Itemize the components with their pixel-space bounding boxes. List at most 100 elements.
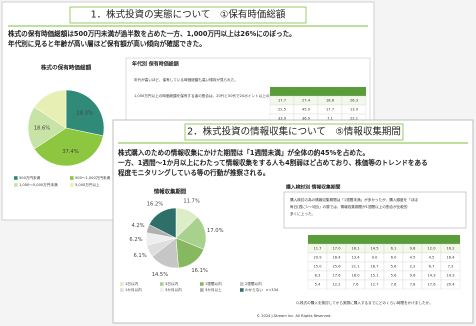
bullet: 毎日(週に1〜3回)」の層では、情報収集期間が1週間以上の割合が比較的 [290, 204, 408, 209]
table-value: 5.6 [391, 265, 397, 269]
table-value: 17.7 [278, 99, 286, 103]
table-value: 13.9 [350, 108, 359, 112]
table-value: 6.1 [391, 247, 397, 251]
table-value: 27.4 [302, 99, 311, 103]
table-value: 14.3 [446, 274, 454, 278]
table-value: 16.4 [332, 256, 341, 260]
bullet: 多くに上った。 [290, 211, 315, 216]
chart-title: 情報収集期間 [154, 188, 187, 196]
bullet: 1,000万円以上の時価総額を保有する者の割合は、20代と50代で20ポイント以… [134, 93, 291, 98]
legend-swatch [200, 282, 204, 286]
legend-swatch [120, 282, 124, 286]
slide-title: 2．株式投資の情報収集について ⑤情報収集期間 [187, 126, 401, 138]
table-value: 18.0 [351, 274, 360, 278]
table-value: 2.2 [410, 265, 416, 269]
table-value: 45.9 [302, 108, 311, 112]
legend-swatch [14, 176, 18, 180]
table-value: 5.6 [391, 274, 397, 278]
title-box [184, 123, 404, 141]
pie-slice [33, 89, 67, 129]
table-value: 18.6 [326, 99, 335, 103]
legend-label: 1週間以内 [205, 281, 222, 286]
chart-note: n=334 [266, 288, 279, 292]
table-value: 6.0 [391, 256, 397, 260]
table-value: 17.6 [332, 274, 341, 278]
legend-label: 500万円未満 [19, 175, 41, 180]
table-value: 33.9 [278, 117, 287, 121]
legend-swatch [240, 288, 244, 292]
legend-label: 2週間以内 [245, 281, 262, 286]
chart-title: 株式の保有時価総額 [41, 64, 92, 72]
panel-title: 購入検討別 情報収集期間 [285, 184, 341, 191]
legend-swatch [70, 183, 74, 187]
table-value: 8.3 [315, 274, 321, 278]
table-value: 29.9 [313, 256, 322, 260]
pie-slice [65, 89, 105, 137]
slice-label: 17.0% [207, 228, 224, 234]
slice-label: 4.2% [131, 223, 144, 229]
table-value: 12.7 [370, 283, 378, 287]
slice-label: 14.5% [152, 272, 169, 278]
table-value: 17.0 [332, 247, 341, 251]
table-value: 7.1 [327, 117, 333, 121]
slice-label: 28.3% [76, 110, 93, 116]
copyright: © 2024 J-Stream Inc. All Rights Reserved… [257, 314, 332, 318]
legend-label: 3か月以上 [205, 287, 222, 292]
bullet-box [283, 191, 467, 229]
table-value: 4.5 [429, 256, 435, 260]
table-value: 13.4 [351, 256, 360, 260]
table-value: 14.3 [427, 274, 435, 278]
pie-slice [33, 127, 104, 167]
slice-label: 16.1% [191, 268, 208, 274]
slide-title: 1．株式投資の実態について ①保有時価総額 [91, 9, 286, 21]
table-value: 5.4 [315, 283, 321, 287]
table-header [270, 87, 366, 96]
table-value: 9.6 [410, 274, 416, 278]
table-value: 16.1 [351, 247, 359, 251]
bullet: 購入検討の為の情報収集期間は「1週間未満」が多かったが、購入頻度を「ほぼ [290, 197, 418, 202]
slice-label: 37.4% [62, 149, 79, 155]
front-slide: 2．株式投資の情報収集について ⑤情報収集期間 株式購入のための情報収集にかけた… [112, 119, 474, 324]
legend-swatch [14, 183, 18, 187]
pie-slice [27, 106, 67, 150]
table-value: 20.4 [446, 283, 455, 287]
table-value: 36.9 [302, 117, 311, 121]
slice-label: 11.7% [183, 199, 200, 205]
legend-label: 1,000〜5,000万円未満 [19, 182, 58, 187]
slice-label: 6.1% [133, 253, 146, 259]
table-value: 11.7 [313, 247, 321, 251]
table-value: 22.1 [350, 117, 358, 121]
title-box [69, 6, 307, 24]
legend-swatch [160, 288, 164, 292]
table-value: 12.2 [332, 283, 340, 287]
slice-label: 6.2% [129, 237, 142, 243]
table-cell [440, 279, 461, 290]
table-value: 16.2 [446, 247, 454, 251]
table-header [308, 235, 460, 244]
slice-label: 18.6% [34, 126, 51, 132]
footnote: Q.株式の購入を検討してから実際に購入するまでにどのくらい時間をかけましたか。 [296, 300, 433, 305]
table-value: 12.0 [427, 247, 436, 251]
legend-swatch [240, 282, 244, 286]
table-value: 7.6 [353, 283, 359, 287]
table-value: 9.8 [410, 247, 416, 251]
panel-title: 年代別 保有時価総額 [132, 61, 179, 68]
table-value: 15.0 [313, 265, 322, 269]
table-value: 15.1 [370, 274, 378, 278]
slice-label: 16.2% [147, 201, 164, 207]
legend-swatch [200, 288, 204, 292]
lead-line: 一方、1週間〜1か月以上にわたって情報収集をする人も4割弱ほど占めており、株価等… [118, 158, 428, 167]
legend-swatch [160, 282, 164, 286]
table-value: 16.4 [446, 256, 455, 260]
legend-label: 500〜1,000万円未満 [75, 175, 111, 180]
table-value: 7.6 [391, 283, 397, 287]
table-value: 16.7 [370, 265, 378, 269]
lead-line: 年代別に見ると年齢が高い層ほど保有額が高い傾向が確認できた。 [8, 39, 206, 48]
bullet: 年代が高いほど、保有している時価総額も高い傾向が見られた。 [134, 77, 238, 82]
lead-line: 程度モニタリングしている等の行動が推察される。 [117, 168, 269, 177]
legend-label: 1か月以内 [125, 287, 142, 292]
table-value: 25.6 [332, 265, 341, 269]
table-value: 17.6 [427, 283, 436, 287]
legend-label: 3か月以内 [165, 287, 182, 292]
legend-label: 3日以内 [165, 281, 178, 286]
